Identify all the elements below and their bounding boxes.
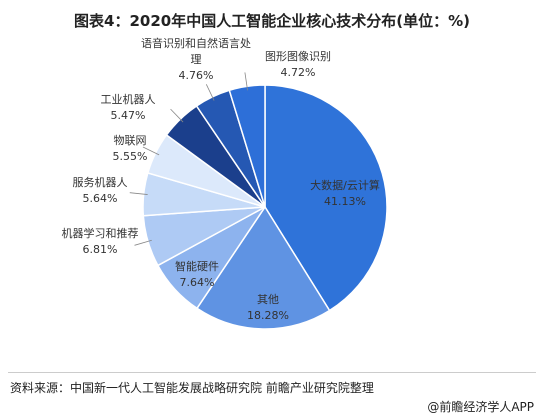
slice-name: 大数据/云计算 <box>310 179 380 192</box>
leader-line <box>134 239 152 246</box>
leader-line <box>170 108 184 123</box>
slice-value: 4.72% <box>280 66 316 79</box>
slice-name: 机器学习和推荐 <box>61 227 139 240</box>
slice-label: 语音识别和自然语言处理 4.76% <box>141 36 251 84</box>
leader-line <box>205 84 215 101</box>
slice-label: 工业机器人 5.47% <box>83 92 173 124</box>
slice-name: 智能硬件 <box>175 260 219 273</box>
pie-slice <box>264 84 388 312</box>
slice-name: 物联网 <box>113 134 147 147</box>
slice-label: 其他 18.28% <box>228 292 308 324</box>
separator <box>8 372 536 373</box>
slice-label: 机器学习和推荐 6.81% <box>45 226 155 258</box>
slice-name: 图形图像识别 <box>265 50 331 63</box>
leader-line <box>142 146 160 156</box>
leader-line <box>129 192 148 195</box>
slice-label: 智能硬件 7.64% <box>157 259 237 291</box>
slice-value: 7.64% <box>179 276 215 289</box>
slice-label: 服务机器人 5.64% <box>50 175 150 207</box>
pie-slice <box>195 205 331 330</box>
source: 资料来源：中国新一代人工智能发展战略研究院 前瞻产业研究院整理 <box>10 381 374 395</box>
watermark: @前瞻经济学人APP <box>427 400 534 414</box>
leader-line <box>244 72 248 91</box>
slice-label: 图形图像识别 4.72% <box>248 49 348 81</box>
slice-name: 工业机器人 <box>100 93 156 106</box>
slice-label: 大数据/云计算 41.13% <box>290 178 400 210</box>
slice-name: 服务机器人 <box>72 176 128 189</box>
slice-value: 18.28% <box>247 309 289 322</box>
slice-value: 4.76% <box>178 69 214 82</box>
slice-name: 其他 <box>257 293 279 306</box>
chart-title: 图表4：2020年中国人工智能企业核心技术分布(单位：%) <box>74 12 470 30</box>
slice-value: 5.55% <box>112 150 148 163</box>
slice-value: 5.47% <box>110 109 146 122</box>
slice-label: 物联网 5.55% <box>90 133 170 165</box>
slice-value: 5.64% <box>82 192 118 205</box>
slice-value: 6.81% <box>82 243 118 256</box>
slice-value: 41.13% <box>324 195 366 208</box>
slice-name: 语音识别和自然语言处理 <box>141 37 251 66</box>
